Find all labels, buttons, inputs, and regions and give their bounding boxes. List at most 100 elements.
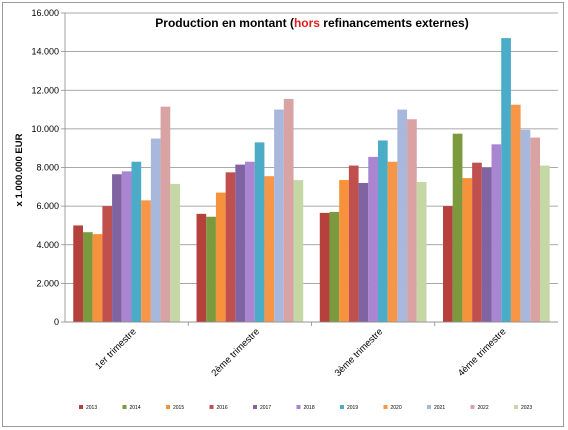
legend-swatch: [253, 405, 257, 409]
bar-2022: [407, 119, 417, 322]
bar-2022: [283, 98, 294, 322]
legend-swatch: [166, 405, 170, 409]
bar-2022: [530, 137, 541, 322]
category-label: 2ème trimestre: [209, 326, 262, 379]
y-tick-label: 2.000: [36, 278, 59, 288]
legend-item: 2015: [166, 405, 184, 411]
y-tick-label: 16.000: [31, 8, 59, 18]
bar-2016: [472, 162, 482, 322]
category-label: 4ème trimestre: [456, 326, 509, 379]
bar-2015: [92, 234, 103, 322]
bar-2023: [293, 180, 304, 322]
legend-swatch: [296, 405, 301, 409]
y-axis-label: x 1.000.000 EUR: [14, 133, 25, 206]
bar-2020: [141, 200, 151, 322]
bar-2021: [520, 129, 531, 322]
chart-frame: Production en montant (hors refinancemen…: [2, 2, 564, 427]
bar-2016: [102, 206, 113, 322]
legend-item: 2014: [122, 405, 141, 411]
chart-title-suffix: refinancements externes): [320, 16, 469, 30]
legend-label: 2018: [304, 405, 315, 411]
bar-2020: [510, 104, 521, 322]
bar-2014: [206, 216, 216, 322]
legend-label: 2015: [173, 405, 184, 411]
bar-2017: [235, 164, 246, 322]
chart-title: Production en montant (hors refinancemen…: [155, 16, 468, 30]
legend-swatch: [427, 405, 431, 409]
legend: 2013 2014 2015 2016 2017 2018 2019 2020 2021 2022…: [79, 405, 532, 411]
bar-2014: [452, 133, 463, 322]
bar-2016: [225, 172, 236, 322]
legend-swatch: [514, 405, 518, 409]
bar-2021: [274, 109, 284, 322]
bar-2013: [73, 225, 83, 322]
legend-item: 2018: [296, 405, 315, 411]
bar-2014: [329, 211, 340, 322]
bar-2013: [443, 206, 453, 322]
bar-2014: [82, 232, 93, 322]
legend-label: 2017: [260, 405, 271, 411]
legend-label: 2013: [86, 405, 97, 411]
y-tick-label: 6.000: [36, 201, 59, 211]
bars: [73, 38, 550, 323]
y-tick-label: 0: [54, 317, 59, 327]
bar-2016: [348, 165, 359, 322]
legend-item: 2021: [427, 405, 445, 411]
y-tick-label: 4.000: [36, 240, 59, 250]
bar-2017: [358, 182, 369, 322]
legend-swatch: [209, 405, 214, 409]
bar-2013: [319, 212, 330, 322]
legend-item: 2022: [470, 405, 489, 411]
bar-2013: [196, 213, 207, 322]
bar-2015: [215, 192, 226, 322]
legend-swatch: [340, 405, 344, 409]
bar-2023: [416, 181, 427, 322]
bar-2019: [501, 38, 511, 322]
legend-label: 2021: [434, 405, 445, 411]
y-tick-label: 8.000: [36, 163, 59, 173]
legend-label: 2022: [478, 405, 489, 411]
x-category-labels: 1er trimestre 2ème trimestre 3ème trimestr…: [93, 326, 508, 379]
bar-2018: [368, 156, 378, 322]
legend-label: 2020: [391, 405, 402, 411]
bar-2021: [397, 109, 408, 322]
legend-label: 2014: [130, 405, 141, 411]
bar-2017: [481, 167, 492, 322]
bar-2019: [377, 140, 388, 322]
axes: [64, 13, 558, 326]
legend-label: 2023: [521, 405, 532, 411]
chart-title-prefix: Production en montant (: [155, 16, 294, 30]
legend-label: 2019: [347, 405, 358, 411]
legend-item: 2016: [209, 405, 228, 411]
legend-item: 2013: [79, 405, 97, 411]
bar-2015: [462, 178, 473, 322]
y-tick-label: 10.000: [31, 124, 59, 134]
bar-2018: [121, 171, 132, 322]
bar-2019: [131, 161, 142, 322]
bar-2023: [170, 183, 180, 322]
category-label: 1er trimestre: [93, 326, 138, 371]
legend-swatch: [79, 405, 83, 409]
bar-2022: [160, 106, 171, 323]
bar-2023: [540, 165, 550, 322]
legend-item: 2020: [383, 405, 402, 411]
legend-item: 2023: [514, 405, 532, 411]
bar-2017: [112, 174, 122, 322]
bar-2020: [387, 161, 398, 322]
bar-2020: [264, 176, 275, 322]
legend-swatch: [470, 405, 475, 409]
legend-swatch: [383, 405, 388, 409]
bar-2018: [491, 144, 502, 322]
legend-swatch: [122, 405, 127, 409]
bar-2019: [254, 142, 265, 322]
y-tick-label: 12.000: [31, 85, 59, 95]
chart-title-highlight: hors: [294, 16, 320, 30]
bar-2018: [245, 161, 255, 322]
legend-item: 2019: [340, 405, 358, 411]
bar-chart: Production en montant (hors refinancemen…: [14, 8, 558, 411]
bar-2021: [150, 138, 161, 322]
y-tick-labels: 0 2.000 4.000 6.000 8.000 10.000 12.000 14.000 1…: [31, 8, 59, 327]
legend-item: 2017: [253, 405, 271, 411]
y-tick-label: 14.000: [31, 47, 59, 57]
legend-label: 2016: [217, 405, 228, 411]
